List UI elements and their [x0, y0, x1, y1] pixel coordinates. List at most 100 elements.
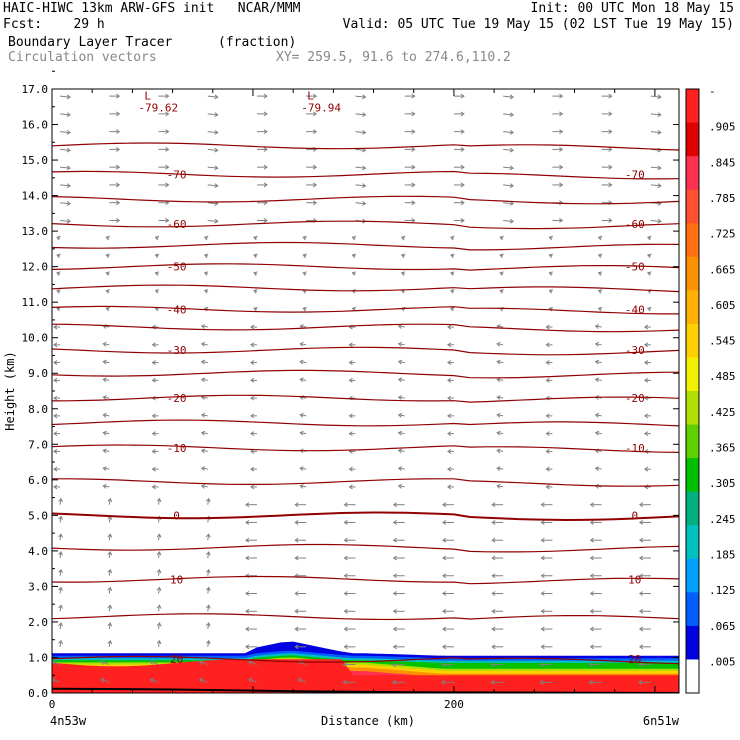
vector-arrowhead — [102, 412, 107, 418]
vector-arrowhead — [149, 678, 155, 683]
circulation-vector — [300, 378, 307, 381]
vector-arrowhead — [559, 129, 564, 135]
y-tick-label: 1.0 — [28, 651, 48, 664]
vector-arrowhead — [165, 146, 170, 152]
contour-label: 20 — [628, 653, 641, 666]
circulation-vector — [59, 113, 71, 116]
vector-arrowhead — [250, 413, 255, 419]
temperature-contour — [52, 346, 679, 356]
vector-arrowhead — [411, 200, 416, 206]
vector-arrowhead — [66, 201, 71, 206]
vector-arrowhead — [250, 395, 255, 401]
vector-arrowhead — [589, 502, 594, 508]
circulation-vector — [300, 325, 307, 328]
vector-arrowhead — [597, 306, 603, 312]
vector-arrowhead — [643, 324, 649, 330]
vector-arrowhead — [643, 342, 649, 348]
vector-arrowhead — [499, 253, 504, 259]
y-tick-label: 0.0 — [28, 687, 48, 700]
contour-label: 10 — [628, 573, 641, 586]
colorbar-label: .785 — [709, 192, 736, 205]
vector-arrowhead — [509, 129, 515, 135]
temperature-contour — [52, 444, 679, 453]
circulation-vector — [300, 432, 307, 435]
colorbar-label: .125 — [709, 584, 736, 597]
circulation-vector — [300, 467, 307, 470]
vector-arrowhead — [540, 537, 545, 543]
temperature-contour — [52, 170, 679, 180]
circulation-vector — [199, 661, 208, 666]
vector-arrowhead — [460, 93, 465, 99]
vector-arrowhead — [594, 430, 600, 436]
vector-arrowhead — [294, 644, 299, 650]
vector-arrowhead — [441, 679, 446, 685]
vector-arrowhead — [250, 466, 255, 472]
circulation-vector — [207, 640, 210, 647]
vector-arrowhead — [214, 183, 219, 189]
circulation-vector — [103, 361, 110, 364]
vector-arrowhead — [397, 466, 403, 471]
vector-arrowhead — [198, 678, 204, 683]
vector-arrowhead — [545, 324, 550, 330]
vector-arrowhead — [491, 573, 496, 579]
y-tick-label: 2.0 — [28, 616, 48, 629]
circulation-vector — [398, 325, 405, 328]
vector-arrowhead — [53, 395, 58, 401]
vector-arrowhead — [559, 218, 564, 223]
colorbar-label: .185 — [709, 548, 736, 561]
vector-arrowhead — [442, 502, 447, 508]
vector-arrowhead — [200, 359, 206, 365]
contour-label: -30 — [167, 344, 187, 357]
vector-arrowhead — [343, 608, 348, 614]
vector-arrowhead — [203, 253, 209, 259]
vector-arrowhead — [509, 94, 515, 100]
low-marker: L — [144, 90, 151, 103]
colorbar-label: .065 — [709, 620, 736, 633]
circulation-vector — [103, 432, 110, 435]
vector-arrowhead — [302, 271, 307, 276]
vector-arrowhead — [294, 537, 299, 543]
vector-arrowhead — [545, 395, 550, 401]
vector-arrowhead — [58, 551, 63, 556]
vector-arrowhead — [545, 448, 550, 454]
vector-arrowhead — [392, 555, 397, 561]
circulation-vector — [59, 640, 62, 647]
circulation-vector — [300, 343, 307, 346]
vector-arrowhead — [559, 182, 564, 188]
vector-arrowhead — [250, 431, 255, 437]
vector-arrowhead — [115, 164, 121, 170]
circulation-vector — [497, 343, 504, 346]
colorbar-swatch — [686, 189, 699, 224]
y-tick-label: 4.0 — [28, 545, 48, 558]
vector-arrowhead — [107, 586, 113, 592]
vector-arrowhead — [589, 591, 594, 596]
colorbar-label: .365 — [709, 442, 736, 455]
vector-arrowhead — [107, 533, 113, 538]
vector-arrowhead — [154, 271, 160, 276]
plot-frame — [51, 88, 680, 694]
vector-arrowhead — [411, 129, 416, 135]
circulation-vector — [150, 678, 159, 683]
vector-arrowhead — [105, 253, 110, 259]
circulation-vector — [101, 678, 110, 683]
colorbar-label: .485 — [709, 370, 736, 383]
circulation-vector — [59, 534, 62, 541]
vector-arrowhead — [294, 555, 299, 561]
vector-arrowhead — [638, 644, 644, 650]
vector-arrowhead — [66, 218, 71, 224]
vector-arrowhead — [299, 483, 304, 489]
vector-arrowhead — [638, 573, 644, 579]
circulation-vector — [103, 343, 110, 346]
vector-arrowhead — [442, 573, 447, 579]
vector-arrowhead — [58, 533, 63, 538]
vector-arrowhead — [348, 413, 353, 419]
circulation-vector — [101, 661, 110, 666]
circulation-vector — [207, 551, 210, 559]
field-title: Boundary Layer Tracer — [8, 35, 173, 50]
vector-arrowhead — [205, 622, 211, 627]
vector-arrowhead — [460, 182, 465, 188]
contour-label: -20 — [625, 392, 645, 405]
circulation-vector — [207, 587, 210, 594]
vector-arrowhead — [594, 377, 600, 383]
contour-label: -40 — [167, 303, 187, 316]
